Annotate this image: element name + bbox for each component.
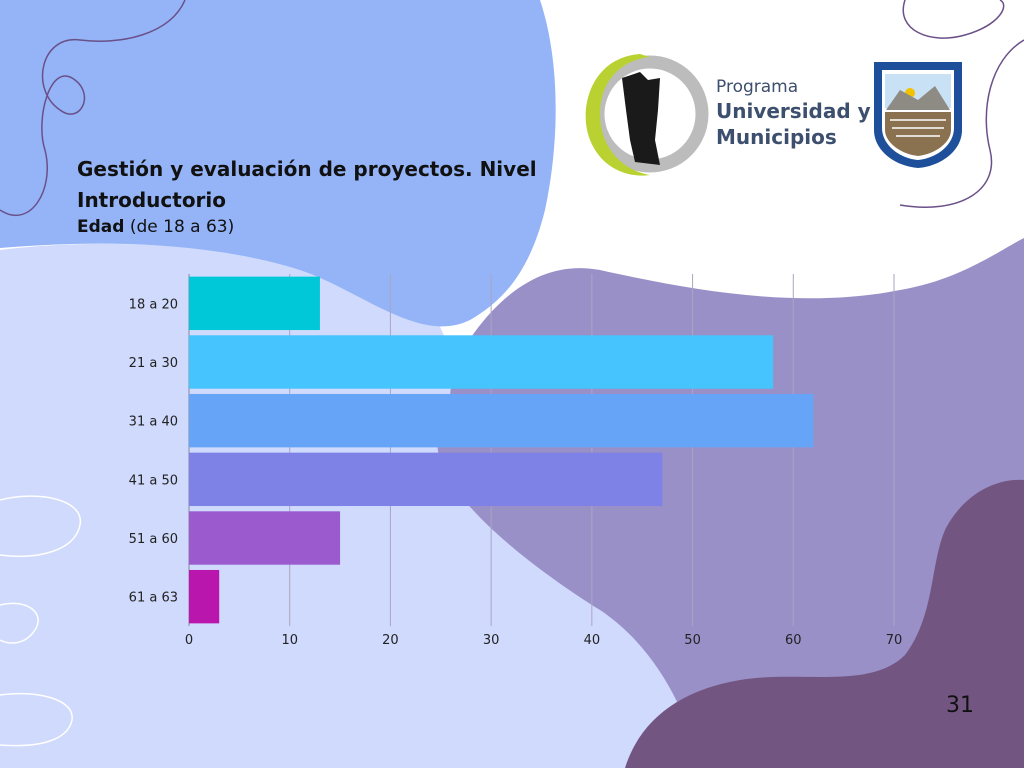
subtitle-bold: Edad [77,217,125,237]
y-category-label: 31 a 40 [129,415,178,430]
y-category-label: 41 a 50 [129,473,178,488]
logo-line-2: Universidad y [716,99,871,123]
bar-21-a-30 [189,335,774,389]
program-logo-mark [585,54,709,176]
decor-curve-bottom-left-1 [0,495,81,557]
program-logo-text: Programa Universidad y Municipios [716,76,871,150]
y-category-label: 61 a 63 [129,591,178,606]
decor-curve-top-right [899,0,1024,208]
decor-curve-top-left [0,0,186,217]
chart-title: Gestión y evaluación de proyectos. Nivel… [77,157,537,212]
bar-61-a-63 [189,569,220,624]
purple-blob [625,479,1024,768]
x-tick-label: 70 [886,633,903,648]
y-category-label: 21 a 30 [129,356,178,371]
logo-line-1: Programa [716,77,799,97]
blue-blob [0,0,556,327]
x-tick-label: 20 [382,633,399,648]
x-tick-label: 50 [684,633,701,648]
x-tick-label: 0 [185,633,193,648]
logo-line-3: Municipios [716,125,837,149]
bar-41-a-50 [189,452,663,507]
y-category-label: 18 a 20 [129,297,178,312]
x-tick-label: 60 [785,633,802,648]
page-number: 31 [946,693,974,718]
decor-curve-bottom-left-2 [0,602,39,644]
bar-18-a-20 [189,276,320,331]
decor-curve-bottom-left-3 [0,693,73,747]
x-tick-label: 10 [281,633,298,648]
y-category-label: 51 a 60 [129,532,178,547]
bar-31-a-40 [189,393,814,448]
chart-subtitle: Edad (de 18 a 63) [77,217,234,237]
subtitle-rest: (de 18 a 63) [124,217,235,237]
university-shield-logo [874,62,962,168]
bar-51-a-60 [189,511,341,565]
x-tick-label: 30 [483,633,500,648]
x-tick-label: 40 [584,633,601,648]
